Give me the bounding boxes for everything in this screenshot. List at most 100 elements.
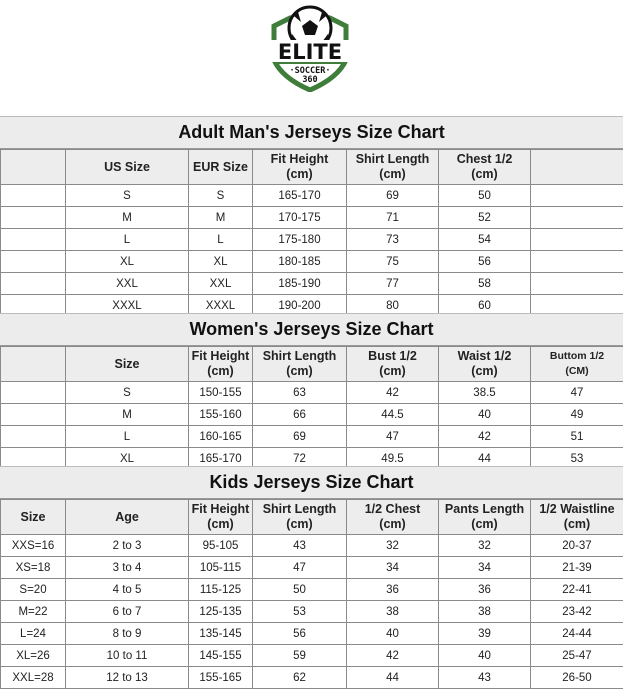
table-row: XS=18 3 to 4 105-115 47 34 34 21-39 [0, 556, 623, 579]
column-header: Fit Height (cm) [188, 499, 253, 535]
table-cell: 44 [346, 666, 439, 689]
header-row: Size Fit Height (cm) Shirt Length (cm) Bust 1… [0, 346, 623, 382]
table-cell: XL=26 [0, 644, 66, 667]
table-cell: 8 to 9 [65, 622, 189, 645]
table-row: S=20 4 to 5 115-125 50 36 36 22-41 [0, 578, 623, 601]
table-cell: 43 [252, 534, 347, 557]
column-header: 1/2 Chest (cm) [346, 499, 439, 535]
table-cell: 2 to 3 [65, 534, 189, 557]
column-header: Bust 1/2 (cm) [346, 346, 439, 382]
table-cell [0, 425, 66, 448]
svg-text:·SOCCER·: ·SOCCER· [290, 66, 331, 76]
table-cell: 180-185 [252, 250, 347, 273]
table-cell: 66 [252, 403, 347, 426]
table-cell: 4 to 5 [65, 578, 189, 601]
column-header: Size [65, 346, 189, 382]
column-header: Shirt Length (cm) [346, 149, 439, 185]
table-cell: 26-50 [530, 666, 623, 689]
table-cell: 51 [530, 425, 623, 448]
table-cell: S [65, 381, 189, 404]
table-cell: 47 [252, 556, 347, 579]
table-row: L=24 8 to 9 135-145 56 40 39 24-44 [0, 622, 623, 645]
column-header [530, 149, 623, 185]
table-row: S S 165-170 69 50 [0, 184, 623, 207]
column-header: Pants Length (cm) [438, 499, 531, 535]
table-row: M M 170-175 71 52 [0, 206, 623, 229]
elite-soccer-logo: ELITE ·SOCCER· 360 [268, 4, 352, 93]
table-cell: 190-200 [252, 294, 347, 317]
table-cell: L [65, 228, 189, 251]
table-cell: 75 [346, 250, 439, 273]
women-size-table: Size Fit Height (cm) Shirt Length (cm) Bust 1… [0, 346, 623, 470]
table-cell: 53 [252, 600, 347, 623]
table-cell [530, 228, 623, 251]
table-cell: 12 to 13 [65, 666, 189, 689]
column-header: EUR Size [188, 149, 253, 185]
table-cell: XXS=16 [0, 534, 66, 557]
table-cell: 69 [346, 184, 439, 207]
women-size-chart: Women's Jerseys Size Chart Size Fit Heigh… [0, 313, 623, 470]
column-header: Shirt Length (cm) [252, 346, 347, 382]
table-cell: 32 [438, 534, 531, 557]
adult-chart-title: Adult Man's Jerseys Size Chart [0, 116, 623, 149]
table-cell: 47 [530, 381, 623, 404]
table-cell: 155-160 [188, 403, 253, 426]
table-cell: 47 [346, 425, 439, 448]
table-cell [530, 206, 623, 229]
table-cell [0, 228, 66, 251]
table-cell: 32 [346, 534, 439, 557]
kids-size-table: Size Age Fit Height (cm) Shirt Length (cm) 1/2… [0, 499, 623, 689]
kids-chart-title: Kids Jerseys Size Chart [0, 466, 623, 499]
table-cell: 52 [438, 206, 531, 229]
table-cell: 62 [252, 666, 347, 689]
table-cell: 49 [530, 403, 623, 426]
table-cell: 145-155 [188, 644, 253, 667]
table-cell: 72 [252, 447, 347, 470]
table-cell: 69 [252, 425, 347, 448]
table-cell [0, 184, 66, 207]
table-cell: 105-115 [188, 556, 253, 579]
table-cell: 185-190 [252, 272, 347, 295]
table-cell [530, 184, 623, 207]
table-cell: 155-165 [188, 666, 253, 689]
table-cell [0, 206, 66, 229]
column-header: Age [65, 499, 189, 535]
column-header: Size [0, 499, 66, 535]
table-cell: 42 [346, 381, 439, 404]
table-cell: M [65, 403, 189, 426]
table-cell: 95-105 [188, 534, 253, 557]
table-cell: 63 [252, 381, 347, 404]
table-cell: M=22 [0, 600, 66, 623]
column-header [0, 149, 66, 185]
table-cell: 25-47 [530, 644, 623, 667]
column-header: Waist 1/2 (cm) [438, 346, 531, 382]
table-cell: 71 [346, 206, 439, 229]
table-row: L L 175-180 73 54 [0, 228, 623, 251]
column-header: Buttom 1/2 (CM) [530, 346, 623, 382]
table-cell: S [188, 184, 253, 207]
table-cell: 6 to 7 [65, 600, 189, 623]
table-cell: XS=18 [0, 556, 66, 579]
table-row: XXL XXL 185-190 77 58 [0, 272, 623, 295]
table-cell: 58 [438, 272, 531, 295]
table-cell: 20-37 [530, 534, 623, 557]
table-cell [530, 272, 623, 295]
table-cell: 34 [438, 556, 531, 579]
column-header: Chest 1/2 (cm) [438, 149, 531, 185]
adult-size-table: US Size EUR Size Fit Height (cm) Shirt Lengt… [0, 149, 623, 317]
table-cell: XXL=28 [0, 666, 66, 689]
table-cell: 40 [346, 622, 439, 645]
table-cell: 77 [346, 272, 439, 295]
table-row: XXS=16 2 to 3 95-105 43 32 32 20-37 [0, 534, 623, 557]
table-cell: 3 to 4 [65, 556, 189, 579]
table-cell: 36 [438, 578, 531, 601]
adult-size-chart: Adult Man's Jerseys Size Chart US Size EU… [0, 116, 623, 317]
table-cell: 34 [346, 556, 439, 579]
table-cell: XL [65, 250, 189, 273]
table-cell: M [65, 206, 189, 229]
table-cell: 24-44 [530, 622, 623, 645]
table-cell: XXL [188, 272, 253, 295]
table-cell: S=20 [0, 578, 66, 601]
table-cell: XL [188, 250, 253, 273]
table-cell: 38.5 [438, 381, 531, 404]
